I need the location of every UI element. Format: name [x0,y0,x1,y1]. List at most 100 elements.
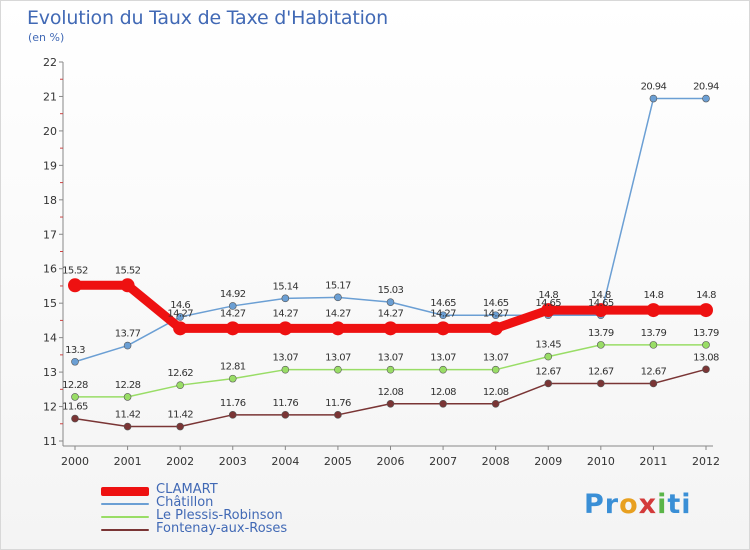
x-tick-label: 2010 [587,455,615,468]
data-label: 13.07 [483,353,509,364]
data-point [383,321,398,336]
data-label: 13.45 [535,340,561,351]
data-point [436,321,451,336]
y-tick-label: 21 [43,90,57,103]
data-point [334,411,342,419]
data-point [228,411,237,419]
data-label: 11.42 [115,410,141,421]
data-label: 14.27 [220,308,246,319]
data-label: 12.81 [220,362,246,373]
legend-swatch [101,503,149,505]
x-tick-label: 2001 [114,455,142,468]
legend-swatch [101,516,149,518]
brand-logo: Proxiti [584,489,692,520]
data-label: 11.76 [220,398,246,409]
data-point [491,311,500,320]
data-label: 12.28 [115,380,141,391]
y-tick-label: 16 [43,263,57,276]
data-label: 13.07 [273,353,299,364]
chart-title: Evolution du Taux de Taxe d'Habitation [27,7,388,29]
data-point [386,365,395,374]
data-point [71,393,79,401]
legend-label: CLAMART [156,482,218,497]
data-label: 14.65 [588,298,614,309]
data-label: 14.6 [170,300,190,311]
data-point [491,365,500,374]
data-point [281,365,290,374]
data-point [173,321,188,336]
data-label: 15.52 [62,265,88,276]
x-tick-label: 2009 [534,455,562,468]
data-label: 12.08 [483,387,509,398]
brand-part: o [619,489,639,520]
data-point [278,321,293,336]
data-point [488,321,503,336]
data-label: 12.67 [641,366,667,377]
data-point [225,321,240,336]
brand-part: ti [667,489,692,520]
data-label: 11.76 [273,398,299,409]
data-label: 13.07 [378,353,404,364]
y-tick-label: 19 [43,159,57,172]
data-label: 15.52 [115,265,141,276]
x-tick-label: 2003 [219,455,247,468]
data-label: 14.27 [430,308,456,319]
data-point [702,341,710,349]
brand-part: x [638,489,658,520]
data-point [702,365,710,374]
data-label: 13.07 [430,353,456,364]
data-point [544,352,553,361]
data-label: 14.27 [483,308,509,319]
data-point [649,379,658,388]
x-tick-label: 2004 [271,455,299,468]
data-point [386,298,395,306]
data-point [702,94,710,103]
data-label: 13.3 [65,345,85,356]
data-point [176,381,184,389]
y-tick-label: 15 [43,297,57,310]
data-point [649,341,658,349]
data-label: 12.08 [430,387,456,398]
legend-label: Fontenay-aux-Roses [156,521,288,536]
y-tick-label: 14 [43,332,57,345]
data-label: 15.14 [273,281,299,292]
data-point [544,379,553,388]
data-point [228,374,237,383]
x-tick-label: 2002 [166,455,194,468]
data-point [176,422,184,431]
data-point [646,303,661,318]
x-tick-label: 2006 [377,455,405,468]
y-tick-label: 13 [43,366,57,379]
x-tick-label: 2005 [324,455,352,468]
data-label: 20.94 [641,82,667,93]
data-label: 20.94 [693,82,719,93]
data-point [597,379,605,388]
y-tick-label: 20 [43,125,57,138]
y-tick-label: 22 [43,56,57,69]
data-label: 13.79 [693,328,719,339]
data-label: 12.08 [378,387,404,398]
x-tick-label: 2011 [639,455,667,468]
data-point [541,303,556,318]
data-label: 14.8 [696,290,716,301]
data-label: 12.67 [588,366,614,377]
data-label: 14.92 [220,289,246,300]
data-label: 15.17 [325,280,351,291]
data-point [699,303,713,318]
data-label: 13.77 [115,329,141,340]
data-label: 14.8 [643,290,663,301]
data-label: 12.28 [62,380,88,391]
data-point [334,365,342,374]
x-tick-label: 2012 [692,455,720,468]
data-point [597,341,605,349]
data-point [281,411,290,419]
data-point [71,414,79,423]
x-tick-label: 2008 [482,455,510,468]
data-label: 13.79 [641,328,667,339]
data-point [123,341,132,350]
y-tick-label: 17 [43,228,57,241]
data-label: 11.76 [325,398,351,409]
x-tick-label: 2000 [61,455,89,468]
